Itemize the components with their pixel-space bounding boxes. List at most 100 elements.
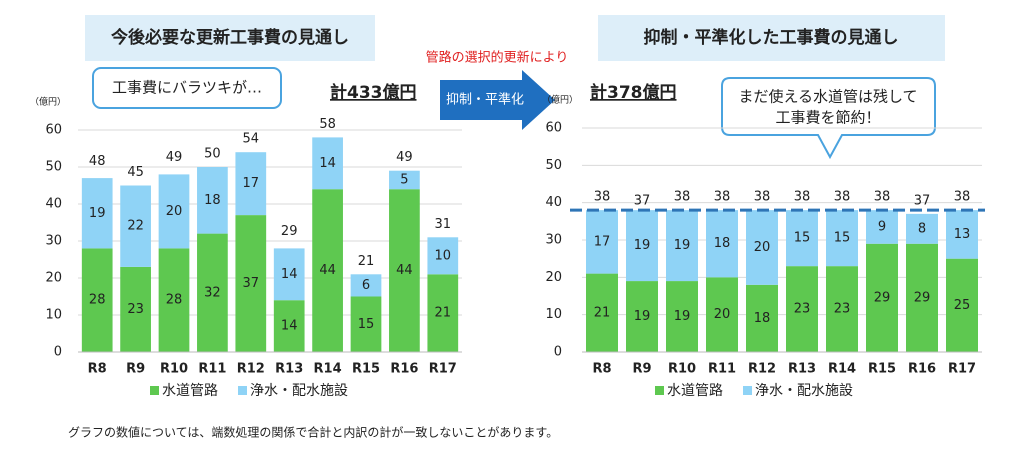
legend-swatch [150,386,159,395]
x-tick-label: R9 [126,362,145,377]
total-value-label: 29 [281,224,298,239]
y-tick-label: 10 [45,308,62,323]
bar-segment [946,258,978,352]
value-label: 13 [954,227,971,242]
bar-segment [786,210,818,267]
value-label: 15 [358,317,375,332]
y-tick-label: 40 [545,195,562,210]
value-label: 18 [204,193,221,208]
value-label: 23 [834,302,851,317]
total-value-label: 38 [754,190,771,205]
y-tick-label: 50 [45,160,62,175]
total-value-label: 38 [794,190,811,205]
value-label: 28 [89,293,106,308]
chart-title: 今後必要な更新工事費の見通し [111,27,349,48]
bar-segment [826,266,858,352]
value-label: 25 [954,298,971,313]
x-tick-label: R17 [429,362,457,377]
legend-label: 浄水・配水施設 [755,383,853,399]
total-value-label: 38 [674,190,691,205]
x-tick-label: R12 [237,362,265,377]
value-label: 14 [281,267,298,282]
bar-segment [120,266,151,352]
bar-segment [158,174,190,249]
x-tick-label: R13 [788,362,816,377]
value-label: 17 [594,234,611,249]
bar-segment [81,178,113,249]
value-label: 17 [243,176,260,191]
y-tick-label: 0 [554,345,562,360]
bar-segment [312,189,343,352]
legend-swatch [743,386,752,395]
bar-segment [120,185,151,267]
x-tick-label: R13 [275,362,303,377]
value-label: 10 [435,248,452,263]
total-value-label: 38 [874,190,891,205]
value-label: 21 [594,305,611,320]
bar-segment [866,210,898,244]
total-value-label: 31 [435,217,452,232]
callout-text: まだ使える水道管は残して [738,88,917,106]
legend-label: 浄水・配水施設 [250,383,348,399]
value-label: 19 [89,206,106,221]
x-tick-label: R10 [668,362,696,377]
legend-swatch [238,386,247,395]
value-label: 29 [874,290,891,305]
value-label: 21 [435,306,452,321]
bar-segment [946,210,978,259]
y-tick-label: 20 [45,271,62,286]
value-label: 23 [127,302,144,317]
value-label: 19 [634,309,651,324]
y-tick-label: 10 [545,307,562,322]
bar-segment [158,248,190,352]
bar-segment [906,213,938,244]
bar-segment [427,237,459,275]
bar-segment [235,152,267,216]
x-tick-label: R14 [828,362,856,377]
total-value-label: 38 [834,190,851,205]
bar-segment [389,189,420,352]
x-tick-label: R8 [88,362,107,377]
bar-segment [666,210,698,282]
bar-segment [866,243,898,352]
value-label: 44 [319,263,336,278]
value-label: 20 [714,307,731,322]
bar-segment [746,210,778,285]
value-label: 44 [396,263,413,278]
total-value-label: 37 [634,193,651,208]
total-label: 計433億円 [330,82,417,103]
total-value-label: 38 [954,190,971,205]
bar-segment [197,233,228,352]
legend-swatch [655,386,664,395]
value-label: 28 [166,293,183,308]
x-tick-label: R16 [390,362,418,377]
chart-title: 抑制・平準化した工事費の見通し [644,27,899,48]
x-tick-label: R17 [948,362,976,377]
footnote: グラフの数値については、端数処理の関係で合計と内訳の計が一致しないことがあります… [68,425,558,440]
bar-segment [706,210,738,278]
total-value-label: 45 [127,165,144,180]
bar-segment [786,266,818,352]
value-label: 5 [400,172,408,187]
x-tick-label: R11 [198,362,226,377]
total-value-label: 50 [204,147,221,162]
total-value-label: 38 [714,190,731,205]
total-label: 計378億円 [590,82,677,103]
callout-text: 工事費にバラツキが… [112,79,262,97]
value-label: 19 [634,238,651,253]
bar-segment [235,215,267,352]
legend-label: 水道管路 [667,383,723,399]
bar-segment [626,210,658,282]
value-label: 29 [914,290,931,305]
x-tick-label: R16 [908,362,936,377]
x-tick-label: R15 [352,362,380,377]
bar-segment [666,281,698,352]
bar-segment [706,277,738,352]
x-tick-label: R15 [868,362,896,377]
bar-segment [586,210,618,274]
value-label: 15 [794,231,811,246]
value-label: 20 [166,204,183,219]
bar-segment [350,296,382,352]
title-box [85,15,375,61]
